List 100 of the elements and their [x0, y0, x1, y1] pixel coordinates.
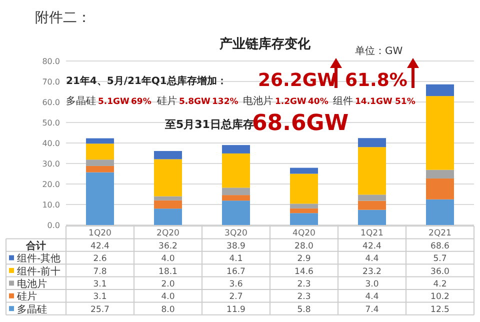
- y-tick-label: 30.0: [42, 160, 60, 168]
- annotation: 电池片: [243, 95, 273, 107]
- x-tick-label: 2Q21: [428, 228, 452, 239]
- data-label: 10.2: [430, 292, 450, 302]
- bar: [290, 174, 318, 204]
- y-tick-label: 40.0: [42, 139, 60, 148]
- data-label: 3.1: [93, 292, 107, 302]
- data-label: 7.4: [365, 304, 379, 315]
- bar: [290, 168, 318, 174]
- annotation: 69%: [131, 97, 152, 107]
- total-label: 38.9: [226, 241, 246, 252]
- annotation: 组件: [333, 95, 353, 107]
- data-label: 2.9: [297, 254, 311, 264]
- data-label: 2.6: [93, 254, 107, 264]
- data-label: 16.7: [226, 266, 246, 277]
- data-label: 18.1: [158, 266, 178, 277]
- bar: [290, 213, 318, 225]
- bar: [222, 195, 250, 201]
- bar: [222, 200, 250, 225]
- bar: [426, 96, 454, 170]
- x-tick-label: 1Q20: [88, 228, 112, 239]
- text: 单位：GW: [355, 45, 403, 57]
- legend-label: 组件-其他: [17, 252, 61, 265]
- total-label: 28.0: [294, 241, 314, 252]
- bar: [290, 208, 318, 214]
- x-tick-label: 2Q20: [156, 228, 180, 239]
- data-label: 5.8: [297, 304, 311, 315]
- data-label: 11.9: [226, 304, 246, 315]
- data-label: 36.0: [430, 266, 450, 277]
- legend-label: 组件-前十: [17, 265, 61, 278]
- bar: [426, 84, 454, 96]
- annotation: 14.1GW: [355, 97, 393, 107]
- bar: [86, 172, 114, 225]
- annotation: 21年4、5月/21年Q1总库存增加：: [66, 75, 227, 87]
- x-tick-label: 3Q20: [224, 228, 248, 239]
- annotation: 1.2GW: [275, 97, 308, 107]
- data-label: 4.0: [161, 254, 175, 264]
- y-tick-label: 60.0: [42, 98, 60, 107]
- data-label: 4.1: [229, 254, 243, 264]
- bar: [86, 138, 114, 144]
- bar: [86, 166, 114, 172]
- bar: [358, 194, 386, 201]
- bar: [154, 196, 182, 200]
- bar: [358, 200, 386, 210]
- total-label: 42.4: [90, 241, 110, 252]
- y-tick-label: 0.0: [47, 221, 60, 230]
- bar: [154, 159, 182, 196]
- annotation: 68.6GW: [252, 111, 349, 136]
- legend-label: 电池片: [17, 278, 47, 290]
- y-tick-label: 10.0: [42, 200, 60, 210]
- data-label: 4.0: [161, 292, 175, 302]
- data-label: 25.7: [90, 304, 110, 315]
- data-label: 12.5: [430, 304, 450, 315]
- y-tick-label: 50.0: [42, 118, 60, 128]
- annotation: 多晶硅: [66, 95, 96, 107]
- bar: [222, 145, 250, 154]
- total-label: 42.4: [362, 241, 382, 252]
- x-tick-label: 4Q20: [292, 228, 316, 239]
- data-label: 8.0: [161, 304, 175, 315]
- bar: [426, 199, 454, 225]
- data-label: 23.2: [362, 266, 382, 277]
- data-label: 2.3: [297, 292, 311, 302]
- bar: [86, 144, 114, 160]
- bar: [426, 178, 454, 200]
- bar: [86, 160, 114, 166]
- y-tick-label: 20.0: [42, 180, 60, 189]
- data-label: 2.0: [161, 280, 175, 290]
- bar: [290, 204, 318, 208]
- text: 合计: [25, 240, 46, 252]
- bar: [358, 147, 386, 195]
- annotation: 51%: [395, 97, 416, 107]
- annotation: 61.8%: [345, 70, 408, 91]
- data-label: 2.7: [229, 292, 243, 302]
- annotation: 5.8GW: [179, 97, 212, 107]
- x-tick-label: 1Q21: [360, 228, 384, 239]
- bar: [358, 138, 386, 148]
- data-label: 14.6: [294, 266, 314, 277]
- data-label: 4.4: [365, 292, 379, 302]
- annotation: 5.1GW: [98, 97, 130, 107]
- bar: [154, 208, 182, 225]
- data-label: 4.4: [365, 254, 379, 264]
- annotation: 26.2GW: [258, 70, 338, 91]
- data-label: 3.6: [229, 280, 243, 290]
- annotation: 132%: [212, 97, 239, 107]
- bar: [154, 150, 182, 160]
- bar: [222, 153, 250, 188]
- chart-title: 产业链库存变化: [218, 36, 312, 52]
- legend-label: 硅片: [16, 290, 37, 303]
- data-label: 5.7: [433, 254, 447, 264]
- y-tick-label: 80.0: [42, 57, 60, 66]
- data-label: 3.1: [93, 280, 107, 290]
- annotation: 40%: [308, 97, 329, 107]
- text: 附件二：: [35, 10, 91, 26]
- data-label: 7.8: [93, 266, 107, 277]
- data-label: 2.3: [297, 280, 311, 290]
- legend-label: 多晶硅: [17, 303, 47, 316]
- y-tick-label: 70.0: [42, 78, 60, 86]
- bar: [358, 210, 386, 225]
- data-label: 4.2: [433, 280, 447, 290]
- annotation: 硅片: [156, 95, 177, 107]
